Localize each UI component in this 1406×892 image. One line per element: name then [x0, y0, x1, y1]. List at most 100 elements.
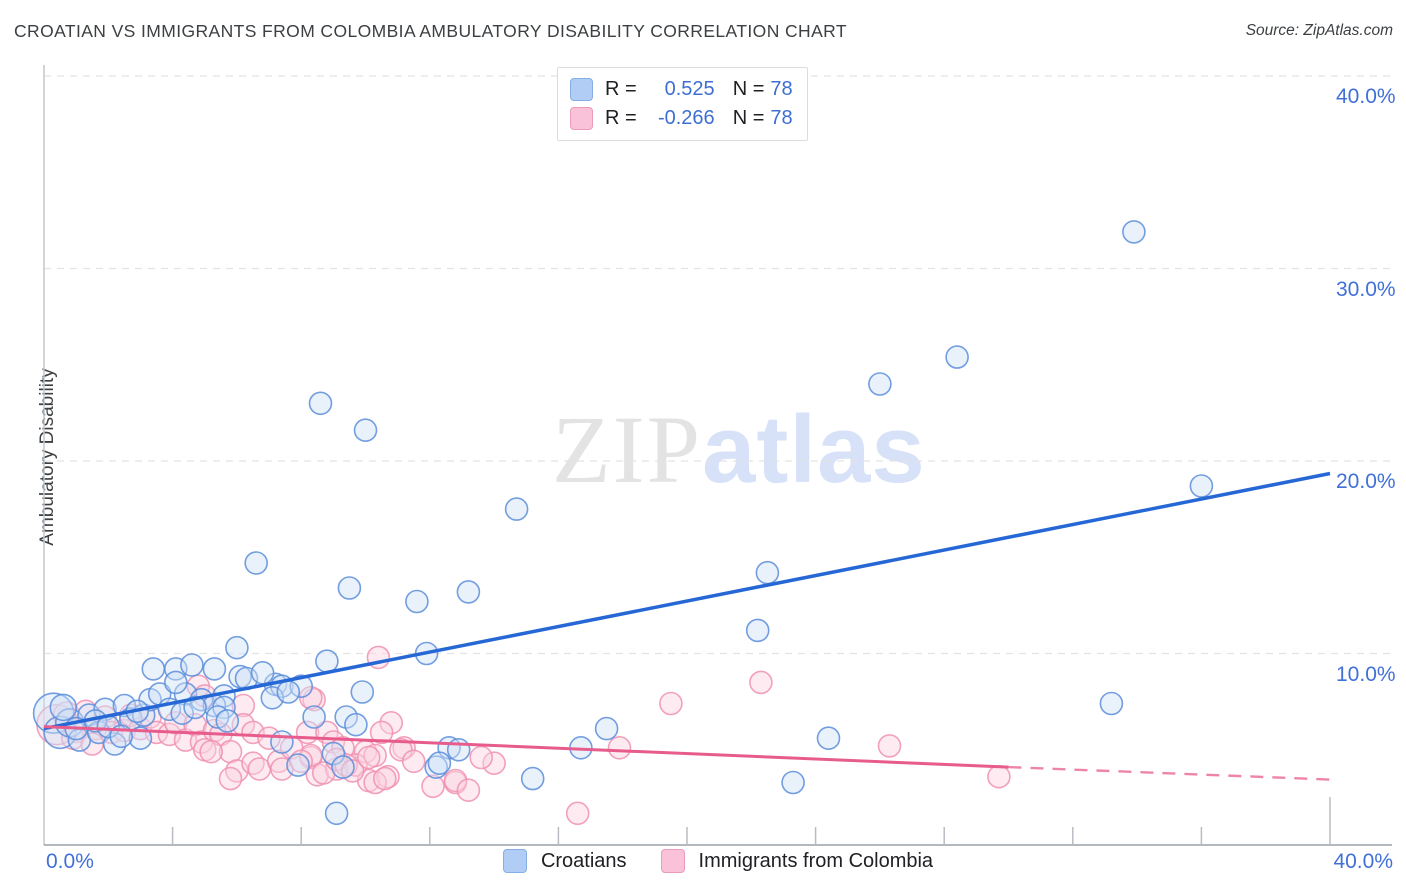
scatter-point-colombian	[659, 691, 683, 716]
colombia-swatch	[570, 107, 593, 130]
scatter-point-colombian	[199, 739, 223, 764]
scatter-point-colombian	[607, 735, 632, 760]
scatter-point-colombian	[421, 774, 445, 799]
correlation-legend-row-croatians: R = 0.525 N = 78	[570, 75, 793, 104]
scatter-point-croatian	[868, 372, 892, 396]
scatter-point-colombian	[379, 710, 404, 735]
scatter-point-colombian	[369, 720, 394, 745]
scatter-point-croatian	[755, 560, 780, 585]
scatter-point-croatian	[344, 712, 368, 737]
n-label: N =	[732, 78, 765, 100]
scatter-point-croatian	[594, 716, 619, 741]
scatter-point-croatian	[250, 660, 275, 685]
scatter-point-colombian	[443, 768, 468, 793]
scatter-point-croatian	[215, 709, 240, 733]
scatter-point-croatian	[102, 732, 127, 756]
source-credit: Source: ZipAtlas.com	[1245, 22, 1393, 39]
scatter-point-colombian	[565, 801, 590, 826]
croatians-swatch	[502, 849, 527, 873]
series-legend: Croatians Immigrants from Colombia	[30, 849, 1406, 873]
scatter-point-croatian	[128, 726, 153, 751]
zipatlas-watermark: ZIPatlas	[552, 402, 926, 498]
scatter-point-croatian	[49, 693, 78, 722]
scatter-point-croatian	[816, 726, 841, 751]
scatter-point-croatian	[302, 705, 326, 729]
r-value: 0.525	[664, 78, 715, 100]
r-label: R =	[605, 107, 637, 129]
scatter-point-colombian	[218, 766, 243, 791]
scatter-point-colombian	[987, 764, 1011, 789]
scatter-point-croatian	[446, 737, 471, 762]
scatter-point-croatian	[276, 680, 301, 704]
scatter-point-colombian	[289, 749, 314, 774]
n-value: 78	[770, 107, 793, 129]
scatter-point-croatian	[270, 730, 294, 754]
scatter-point-croatian	[427, 751, 452, 776]
scatter-point-croatian	[745, 618, 770, 643]
scatter-point-croatian	[286, 753, 310, 777]
scatter-point-croatian	[424, 755, 449, 779]
scatter-point-croatian	[456, 580, 481, 604]
scatter-point-colombian	[231, 693, 256, 718]
x-axis-max-label: 40.0%	[1333, 850, 1393, 873]
scatter-point-croatian	[350, 680, 375, 704]
legend-label-croatians: Croatians	[540, 849, 627, 872]
legend-item-colombia: Immigrants from Colombia	[660, 849, 934, 873]
scatter-point-croatian	[331, 755, 355, 779]
scatter-point-croatian	[1122, 220, 1146, 244]
legend-label-colombia: Immigrants from Colombia	[698, 849, 934, 872]
scatter-point-colombian	[482, 751, 506, 776]
correlation-legend: R = 0.525 N = 78 R = -0.266 N = 78	[557, 67, 808, 141]
scatter-point-colombian	[877, 734, 902, 758]
scatter-point-croatian	[405, 589, 429, 614]
n-value: 78	[770, 78, 793, 100]
scatter-point-croatian	[337, 576, 362, 600]
scatter-point-croatian	[945, 345, 969, 369]
scatter-point-croatian	[244, 551, 269, 575]
scatter-point-colombian	[257, 726, 281, 751]
scatter-point-croatian	[164, 670, 188, 695]
scatter-point-croatian	[180, 653, 204, 677]
scatter-point-croatian	[315, 649, 339, 674]
scatter-point-croatian	[324, 801, 349, 826]
scatter-point-colombian	[749, 670, 773, 695]
correlation-legend-row-colombia: R = -0.266 N = 78	[570, 104, 793, 133]
x-axis-min-label: 0.0%	[46, 850, 94, 873]
trendline-colombia-extrapolated	[1008, 765, 1331, 781]
watermark-atlas: atlas	[702, 396, 926, 503]
r-value: -0.266	[657, 107, 715, 129]
y-tick-label-20: 20.0%	[1336, 470, 1396, 493]
scatter-point-croatian	[183, 695, 207, 720]
scatter-point-croatian	[289, 674, 314, 699]
y-tick-label-10: 10.0%	[1336, 662, 1396, 686]
scatter-point-colombian	[469, 745, 494, 770]
scatter-point-croatian	[308, 391, 333, 416]
y-tick-label-40: 40.0%	[1336, 85, 1396, 108]
trendline-colombia	[43, 725, 1009, 769]
scatter-point-croatian	[321, 741, 346, 766]
scatter-point-croatian	[1189, 474, 1214, 498]
scatter-point-colombian	[401, 749, 426, 774]
n-label: N =	[732, 107, 765, 129]
legend-item-croatians: Croatians	[502, 849, 627, 873]
watermark-zip: ZIP	[552, 396, 702, 503]
scatter-point-croatian	[141, 657, 166, 681]
scatter-point-croatian	[225, 635, 249, 660]
colombia-swatch	[660, 849, 685, 873]
scatter-point-colombian	[372, 766, 397, 791]
scatter-point-colombian	[456, 778, 481, 803]
scatter-point-croatian	[504, 497, 529, 521]
scatter-point-colombian	[356, 745, 381, 770]
scatter-point-croatian	[1099, 691, 1124, 716]
scatter-point-croatian	[520, 766, 545, 791]
scatter-point-croatian	[202, 657, 227, 681]
page-title: CROATIAN VS IMMIGRANTS FROM COLOMBIA AMB…	[14, 21, 847, 41]
trendline-croatians	[43, 471, 1331, 731]
scatter-point-croatian	[781, 770, 805, 795]
croatians-swatch	[570, 78, 593, 101]
r-label: R =	[605, 78, 637, 100]
y-tick-label-30: 30.0%	[1336, 277, 1396, 301]
scatter-point-croatian	[353, 418, 378, 443]
